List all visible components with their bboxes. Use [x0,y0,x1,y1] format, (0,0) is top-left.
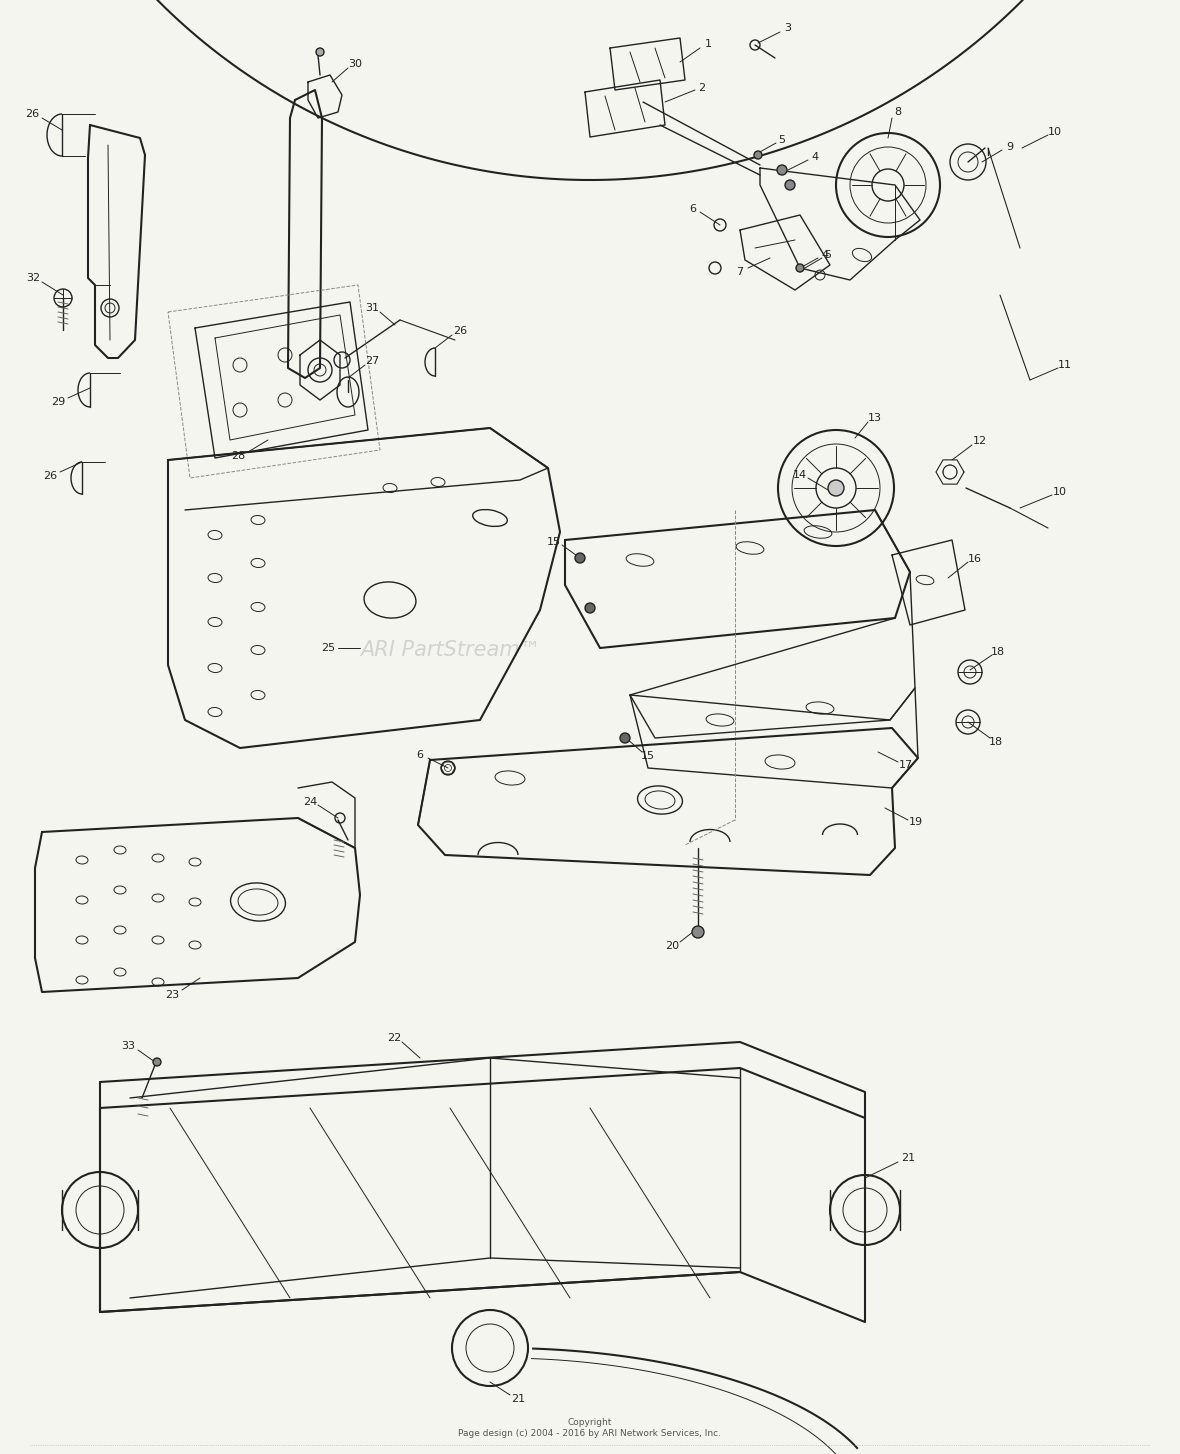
Circle shape [585,603,595,614]
Text: 23: 23 [165,990,179,1000]
Text: 13: 13 [868,413,881,423]
Text: 29: 29 [51,397,65,407]
Text: ARI PartStream™: ARI PartStream™ [360,640,540,660]
Circle shape [776,164,787,174]
Circle shape [754,151,762,158]
Text: 3: 3 [785,23,792,33]
Text: 22: 22 [387,1032,401,1043]
Text: 33: 33 [122,1041,135,1051]
Circle shape [691,926,704,938]
Text: 30: 30 [348,60,362,68]
Text: Copyright
Page design (c) 2004 - 2016 by ARI Network Services, Inc.: Copyright Page design (c) 2004 - 2016 by… [459,1418,721,1438]
Circle shape [620,733,630,743]
Text: 10: 10 [1048,126,1062,137]
Text: 21: 21 [511,1394,525,1405]
Text: 4: 4 [812,153,819,161]
Text: 9: 9 [1007,142,1014,153]
Circle shape [153,1059,160,1066]
Text: 6: 6 [417,750,424,760]
Circle shape [316,48,324,57]
Text: 2: 2 [699,83,706,93]
Text: 14: 14 [793,470,807,480]
Text: 15: 15 [641,752,655,760]
Text: 24: 24 [303,797,317,807]
Text: 32: 32 [26,273,40,284]
Text: 25: 25 [321,643,335,653]
Text: 19: 19 [909,817,923,827]
Text: 5: 5 [779,135,786,145]
Text: 28: 28 [231,451,245,461]
Circle shape [785,180,795,190]
Text: 26: 26 [25,109,39,119]
Text: 12: 12 [974,436,986,446]
Text: 11: 11 [1058,361,1071,369]
Text: 20: 20 [666,941,678,951]
Text: 26: 26 [453,326,467,336]
Text: 26: 26 [42,471,57,481]
Circle shape [575,553,585,563]
Text: 4: 4 [821,250,828,260]
Circle shape [796,265,804,272]
Text: 10: 10 [1053,487,1067,497]
Text: 8: 8 [894,108,902,116]
Text: 6: 6 [689,204,696,214]
Text: 21: 21 [902,1153,914,1163]
Text: 18: 18 [989,737,1003,747]
Text: 16: 16 [968,554,982,564]
Circle shape [828,480,844,496]
Text: 5: 5 [825,250,832,260]
Text: 1: 1 [704,39,712,49]
Text: 15: 15 [548,537,560,547]
Text: 18: 18 [991,647,1005,657]
Text: 7: 7 [736,268,743,278]
Text: 31: 31 [365,302,379,313]
Text: 27: 27 [365,356,379,366]
Text: 17: 17 [899,760,913,771]
